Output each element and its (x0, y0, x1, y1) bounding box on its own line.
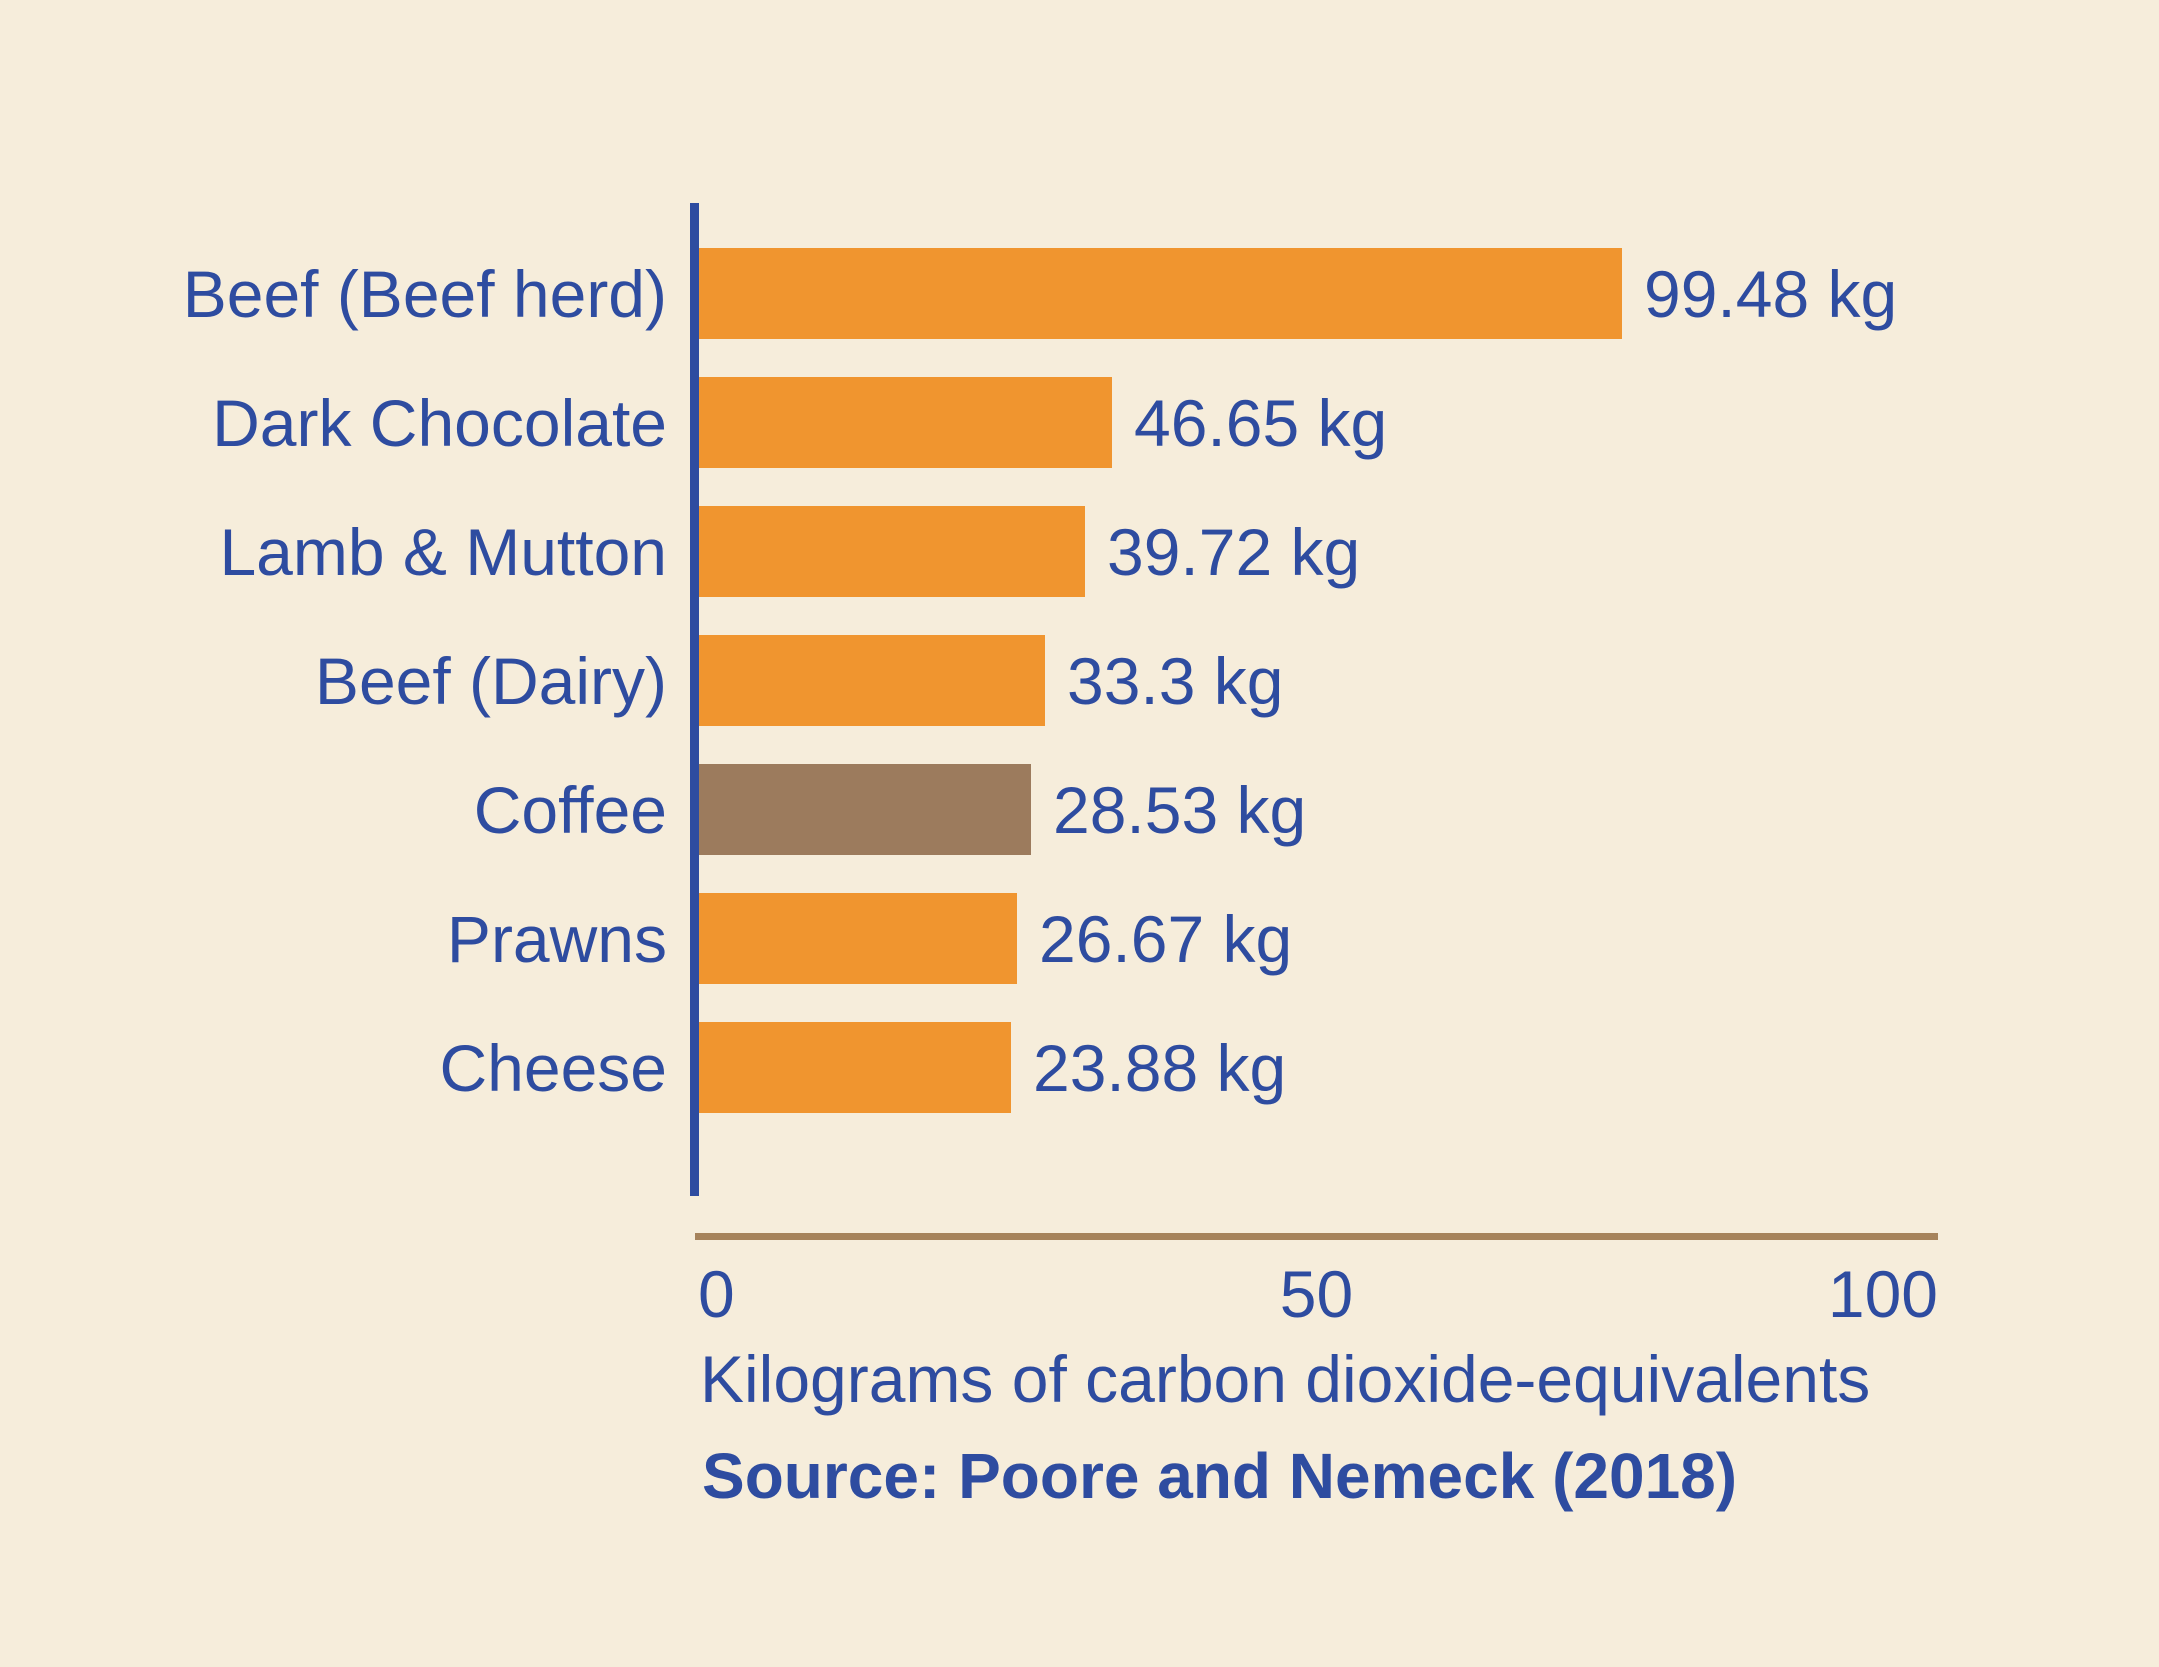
category-label: Beef (Beef herd) (182, 256, 667, 331)
category-label: Lamb & Mutton (219, 514, 667, 589)
bar-row: Beef (Beef herd) 99.48 kg (0, 248, 2159, 339)
bar (699, 764, 1031, 855)
value-label: 39.72 kg (1107, 514, 1361, 589)
value-label: 46.65 kg (1134, 385, 1388, 460)
bar-row: Prawns 26.67 kg (0, 893, 2159, 984)
bar-row: Beef (Dairy) 33.3 kg (0, 635, 2159, 726)
category-label: Dark Chocolate (212, 385, 667, 460)
bar (699, 635, 1045, 726)
value-label: 28.53 kg (1053, 772, 1307, 847)
x-axis-title: Kilograms of carbon dioxide-equivalents (700, 1342, 1871, 1416)
x-axis-line (695, 1233, 1938, 1240)
bar (699, 1022, 1011, 1113)
category-label: Prawns (446, 901, 667, 976)
x-tick-label-0: 0 (698, 1257, 735, 1331)
bar-row: Cheese 23.88 kg (0, 1022, 2159, 1113)
source-attribution: Source: Poore and Nemeck (2018) (702, 1440, 1738, 1512)
x-tick-label-50: 50 (1279, 1257, 1354, 1331)
x-tick-label-100: 100 (1827, 1257, 1938, 1331)
bar (699, 506, 1085, 597)
category-label: Beef (Dairy) (314, 643, 667, 718)
value-label: 33.3 kg (1067, 643, 1284, 718)
category-label: Coffee (473, 772, 667, 847)
value-label: 26.67 kg (1039, 901, 1293, 976)
value-label: 23.88 kg (1033, 1030, 1287, 1105)
y-axis-line (690, 203, 699, 1196)
bar-row: Lamb & Mutton 39.72 kg (0, 506, 2159, 597)
bar-row: Coffee 28.53 kg (0, 764, 2159, 855)
category-label: Cheese (439, 1030, 668, 1105)
bar (699, 248, 1622, 339)
bar (699, 893, 1017, 984)
bar (699, 377, 1112, 468)
value-label: 99.48 kg (1644, 256, 1898, 331)
bar-row: Dark Chocolate 46.65 kg (0, 377, 2159, 468)
